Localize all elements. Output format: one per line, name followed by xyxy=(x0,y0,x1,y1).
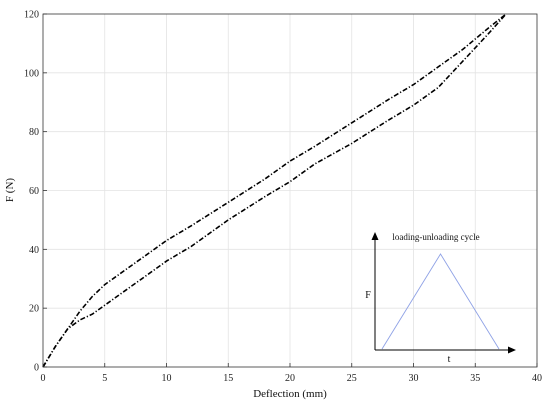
y-ticks: 0 20 40 60 80 100 120 xyxy=(24,10,47,374)
x-tick-label: 25 xyxy=(347,373,357,384)
inset-y-arrow-icon xyxy=(371,232,379,240)
x-tick-label: 0 xyxy=(41,373,46,384)
inset-title: loading-unloading cycle xyxy=(392,232,479,242)
x-tick-label: 15 xyxy=(223,373,233,384)
y-tick-label: 20 xyxy=(29,304,39,315)
y-tick-label: 40 xyxy=(29,245,39,256)
inset-y-label: F xyxy=(365,290,371,301)
inset-diagram: loading-unloading cycle F t xyxy=(365,232,516,365)
y-tick-label: 120 xyxy=(24,10,39,21)
x-tick-label: 40 xyxy=(532,373,542,384)
y-tick-label: 80 xyxy=(29,127,39,138)
series-line-1 xyxy=(42,13,507,368)
inset-cycle-line xyxy=(381,253,500,350)
x-tick-label: 5 xyxy=(102,373,107,384)
y-tick-label: 100 xyxy=(24,68,39,79)
series-group xyxy=(42,13,507,368)
x-tick-label: 10 xyxy=(162,373,172,384)
inset-x-arrow-icon xyxy=(508,346,516,354)
series-line-2 xyxy=(42,13,507,368)
y-tick-label: 0 xyxy=(34,363,39,374)
x-tick-label: 20 xyxy=(285,373,295,384)
inset-x-label: t xyxy=(448,354,451,365)
y-axis-label: F (N) xyxy=(4,178,16,202)
x-tick-label: 35 xyxy=(470,373,480,384)
x-axis-label: Deflection (mm) xyxy=(253,388,327,400)
grid xyxy=(43,14,537,367)
x-tick-label: 30 xyxy=(409,373,419,384)
x-ticks: 0 5 10 15 20 25 30 35 40 xyxy=(41,363,542,384)
y-tick-label: 60 xyxy=(29,186,39,197)
